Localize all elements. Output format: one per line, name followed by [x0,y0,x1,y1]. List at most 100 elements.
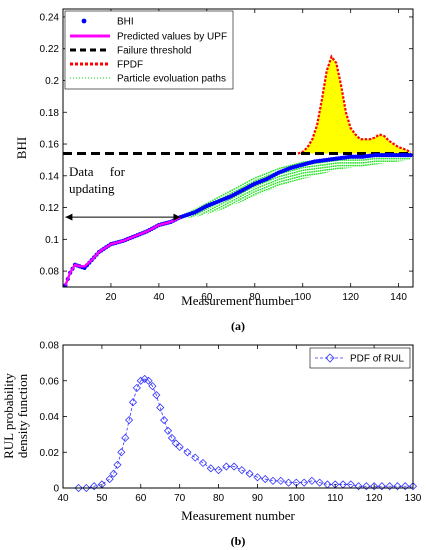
pdf-rul-point [198,458,208,468]
pdf-rul-point [261,474,270,484]
legend-b: PDF of RUL [309,347,411,369]
pdf-rul-point [214,466,223,475]
x-tick-label-a-0: 20 [105,292,117,303]
pdf-rul-point [117,448,126,457]
pdf-rul-point [160,416,169,425]
x-tick-label-b-9: 130 [405,493,422,504]
y-ticks-b: 0 0.02 0.04 0.06 0.08 [40,341,413,495]
pdf-rul-point [206,464,215,473]
pdf-rul-point [401,482,410,491]
pdf-rul-line [78,378,413,489]
annotation-text-line1: Data for [69,164,126,179]
y-axis-label-b-line1: RUL probability [1,373,16,459]
y-tick-label-a-5: 0.18 [40,108,60,119]
y-tick-label-a-8: 0.24 [40,12,60,23]
x-tick-label-a-6: 140 [390,292,407,303]
y-tick-label-a-1: 0.1 [45,235,59,246]
y-axis-label-a: BHI [14,137,29,159]
pdf-rul-point [377,482,386,491]
annotation-arrowhead-right [173,213,181,221]
pdf-rul-point [109,469,118,478]
y-tick-label-a-6: 0.2 [45,76,59,87]
y-tick-label-b-1: 0.02 [40,448,60,459]
pdf-rul-point [121,433,130,443]
pdf-rul-point [152,390,161,400]
predicted-layer [64,216,182,286]
legend-particle-label: Particle evoluation paths [117,74,226,85]
pdf-rul-point [268,476,278,485]
annotation-arrowhead-left [65,213,73,221]
bhi-point [408,153,413,158]
legend-pdf-marker [325,353,335,363]
pdf-rul-point [113,460,122,469]
y-tick-label-b-0: 0 [53,484,59,495]
pdf-rul-point [222,462,231,471]
pdf-rul-point [105,474,114,484]
pdf-rul-point [140,374,149,384]
y-axis-label-b-line2: density function [15,373,30,458]
plot-area-b [63,345,413,488]
legend-a: BHI Predicted values by UPF Failure thre… [64,10,234,90]
x-axis-label-a: Measurement number [181,293,295,308]
x-tick-label-a-2: 60 [201,292,213,303]
legend-bhi-label: BHI [117,17,134,28]
x-ticks-b: 40 50 60 70 80 90 100 110 120 130 [57,345,422,504]
pdf-rul-point [315,478,324,487]
annotation-text-line2: updating [69,181,115,196]
legend-pdf-label: PDF of RUL [350,354,404,365]
pdf-rul-point [144,376,153,385]
pdf-rul-point [300,478,309,487]
y-tick-label-b-4: 0.08 [40,341,60,352]
y-tick-label-b-2: 0.04 [40,412,60,423]
pdf-rul-point [167,433,176,443]
x-tick-label-b-5: 90 [252,493,264,504]
pdf-rul-point [82,483,91,493]
predicted-line [64,216,182,286]
panel-label-a: (a) [231,319,245,333]
x-ticks-a: 20 40 60 80 100 120 140 [105,9,407,303]
fpdf-curve [297,54,412,155]
pdf-rul-point [132,383,141,392]
y-tick-label-a-2: 0.12 [40,203,60,214]
x-tick-label-a-3: 80 [249,292,261,303]
y-tick-label-a-3: 0.14 [40,171,60,182]
pdf-rul-point [191,453,200,462]
legend-fpdf-label: FPDF [117,60,143,71]
panel-b: 40 50 60 70 80 90 100 110 120 130 0 0.02 0.04 0.06 0.… [1,341,422,549]
panel-a: Data for updating 20 40 60 80 100 120 140 0.08… [14,8,414,333]
pdf-rul-point [408,482,418,491]
y-tick-label-a-7: 0.22 [40,44,60,55]
x-tick-label-b-6: 100 [288,493,305,504]
y-tick-label-b-3: 0.06 [40,376,60,387]
axes-frame-a [62,8,414,288]
x-tick-label-b-2: 60 [135,493,147,504]
pdf-rul-point [245,469,254,478]
pdf-rul-point [370,482,379,491]
x-tick-label-a-1: 40 [153,292,165,303]
panel-label-b: (b) [231,534,246,548]
legend-bhi-marker [81,18,87,24]
pdf-rul-point [90,482,99,491]
y-tick-label-a-4: 0.16 [40,140,60,151]
pdf-rul-point [136,376,145,385]
pdf-rul-point [74,483,83,493]
x-tick-label-b-1: 50 [96,493,108,504]
pdf-rul-point [393,482,402,491]
pdf-rul-point [276,476,285,485]
x-tick-label-a-5: 120 [342,292,359,303]
x-tick-label-b-7: 110 [327,493,343,504]
x-tick-label-b-4: 80 [213,493,225,504]
legend-box-b [309,347,411,369]
y-ticks-a: 0.08 0.1 0.12 0.14 0.16 0.18 0.2 0.22 0.24 [40,12,413,278]
pdf-rul-point [125,416,134,425]
pdf-rul-point [163,426,173,435]
pdf-rul-point [156,403,165,412]
x-tick-label-b-8: 120 [366,493,383,504]
fpdf-layer [297,54,412,155]
pdf-rul-point [307,476,316,485]
x-tick-label-a-4: 100 [294,292,311,303]
pdf-rul-point [230,462,239,471]
pdf-rul-point [183,448,192,457]
pdf-rul-point [253,473,262,482]
